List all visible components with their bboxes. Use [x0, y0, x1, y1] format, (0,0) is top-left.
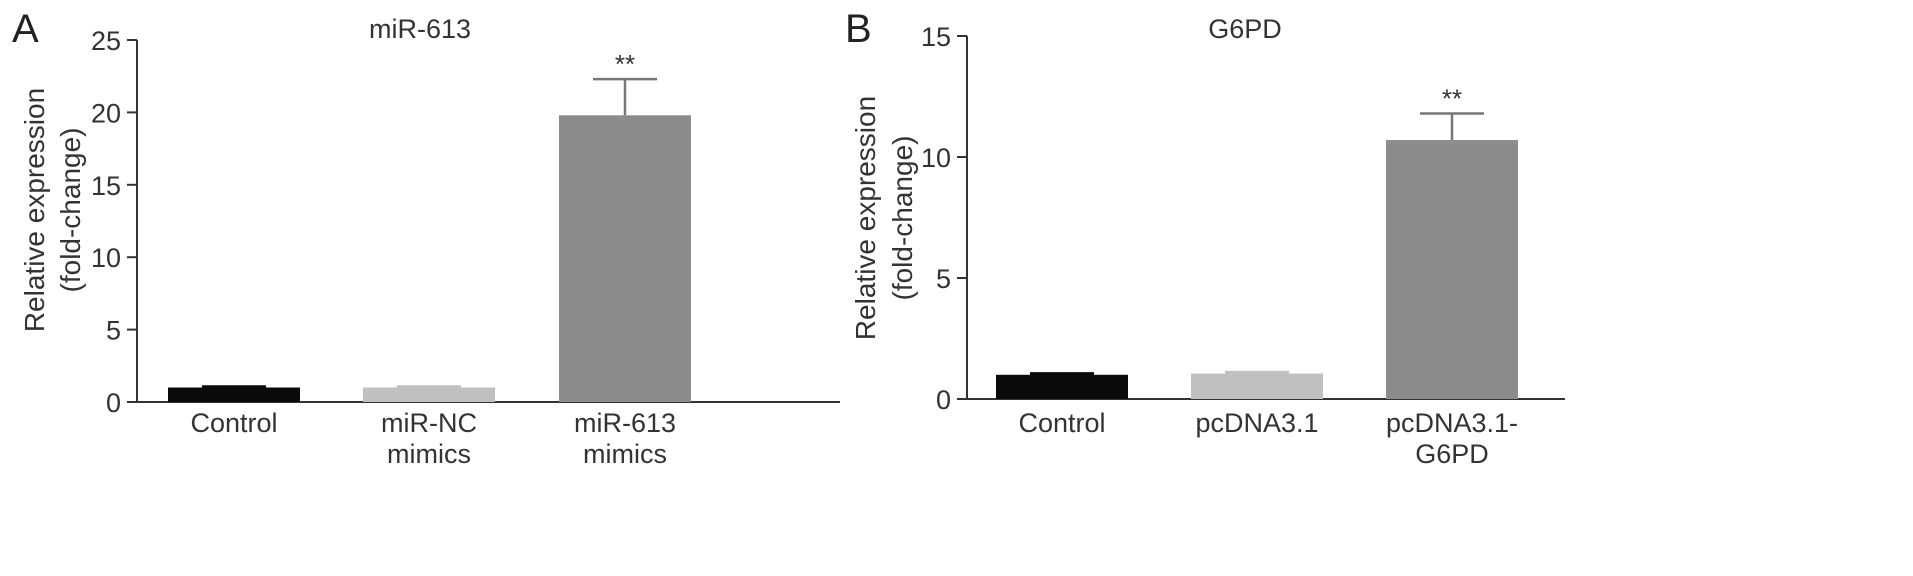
chart-title: G6PD [1208, 14, 1282, 44]
y-tick-label: 20 [91, 98, 121, 128]
y-tick-label: 0 [936, 385, 951, 415]
x-category-label: pcDNA3.1- [1386, 408, 1518, 438]
panel-letter: A [12, 7, 39, 51]
y-tick-label: 5 [936, 264, 951, 294]
significance-marker: ** [615, 49, 635, 79]
panel-letter: B [845, 7, 872, 51]
y-tick-label: 15 [91, 171, 121, 201]
x-category-label: mimics [387, 439, 471, 469]
x-category-label: miR-NC [381, 408, 477, 438]
bar-1 [363, 387, 495, 402]
x-category-label: Control [1018, 408, 1105, 438]
x-category-label: mimics [583, 439, 667, 469]
y-axis-label: (fold-change) [887, 136, 918, 301]
x-category-label: G6PD [1415, 439, 1489, 469]
bar-1 [1191, 373, 1323, 399]
y-tick-label: 15 [921, 22, 951, 52]
y-tick-label: 10 [91, 243, 121, 273]
x-category-label: pcDNA3.1 [1195, 408, 1318, 438]
bar-0 [996, 374, 1128, 399]
bar-2 [559, 115, 691, 403]
x-category-label: miR-613 [574, 408, 676, 438]
y-tick-label: 0 [106, 388, 121, 418]
panel-b: B G6PD Relative expression (fold-change) 0 5 1… [845, 7, 1565, 469]
significance-marker: ** [1442, 83, 1462, 113]
y-axis-label: Relative expression [850, 96, 881, 340]
y-tick-label: 10 [921, 143, 951, 173]
y-tick-label: 5 [106, 316, 121, 346]
chart-title: miR-613 [369, 14, 471, 44]
bar-0 [168, 387, 300, 402]
x-category-label: Control [190, 408, 277, 438]
y-tick-label: 25 [91, 26, 121, 56]
y-axis-label: Relative expression [19, 88, 50, 332]
y-axis-label: (fold-change) [55, 128, 86, 293]
bar-2 [1386, 140, 1518, 399]
